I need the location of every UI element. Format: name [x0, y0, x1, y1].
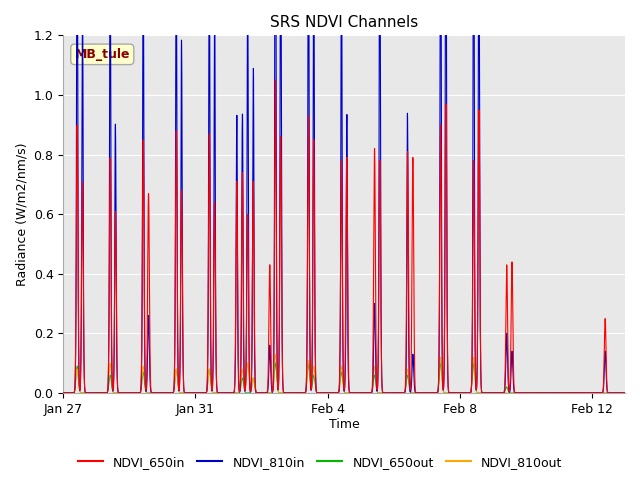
- NDVI_810in: [540, 390, 548, 396]
- NDVI_650out: [274, 387, 282, 393]
- NDVI_650out: [621, 390, 629, 396]
- Y-axis label: Radiance (W/m2/nm/s): Radiance (W/m2/nm/s): [15, 143, 28, 286]
- NDVI_810in: [60, 390, 67, 396]
- NDVI_810in: [522, 390, 529, 396]
- NDVI_650in: [161, 390, 169, 396]
- Legend: NDVI_650in, NDVI_810in, NDVI_650out, NDVI_810out: NDVI_650in, NDVI_810in, NDVI_650out, NDV…: [72, 451, 568, 474]
- NDVI_810out: [161, 390, 169, 396]
- NDVI_650out: [305, 360, 312, 366]
- NDVI_810out: [621, 390, 629, 396]
- NDVI_810out: [271, 351, 279, 357]
- NDVI_650out: [161, 390, 169, 396]
- NDVI_650in: [479, 390, 486, 396]
- NDVI_650in: [271, 77, 279, 83]
- NDVI_810in: [621, 390, 629, 396]
- Line: NDVI_810out: NDVI_810out: [63, 354, 625, 393]
- Line: NDVI_650out: NDVI_650out: [63, 363, 625, 393]
- NDVI_810out: [60, 390, 67, 396]
- NDVI_650in: [60, 390, 67, 396]
- Title: SRS NDVI Channels: SRS NDVI Channels: [270, 15, 419, 30]
- NDVI_650out: [425, 390, 433, 396]
- NDVI_810in: [396, 390, 404, 396]
- NDVI_650out: [396, 390, 404, 396]
- Text: MB_tule: MB_tule: [74, 48, 130, 61]
- NDVI_810in: [274, 387, 282, 393]
- NDVI_810in: [161, 390, 169, 396]
- NDVI_810out: [479, 390, 486, 396]
- NDVI_810out: [396, 390, 404, 396]
- NDVI_810out: [274, 387, 282, 393]
- NDVI_650out: [522, 390, 529, 396]
- X-axis label: Time: Time: [329, 419, 360, 432]
- NDVI_650in: [540, 390, 548, 396]
- NDVI_650in: [522, 390, 529, 396]
- NDVI_650in: [396, 390, 404, 396]
- Line: NDVI_810in: NDVI_810in: [63, 0, 625, 393]
- NDVI_810in: [479, 390, 486, 396]
- NDVI_810out: [515, 390, 522, 396]
- NDVI_650out: [60, 390, 67, 396]
- NDVI_650in: [621, 390, 629, 396]
- NDVI_810out: [425, 390, 433, 396]
- NDVI_650in: [274, 386, 282, 392]
- Line: NDVI_650in: NDVI_650in: [63, 80, 625, 393]
- NDVI_810out: [522, 390, 529, 396]
- NDVI_650in: [425, 390, 433, 396]
- NDVI_810in: [425, 390, 433, 396]
- NDVI_650out: [547, 390, 555, 396]
- NDVI_650out: [479, 390, 486, 396]
